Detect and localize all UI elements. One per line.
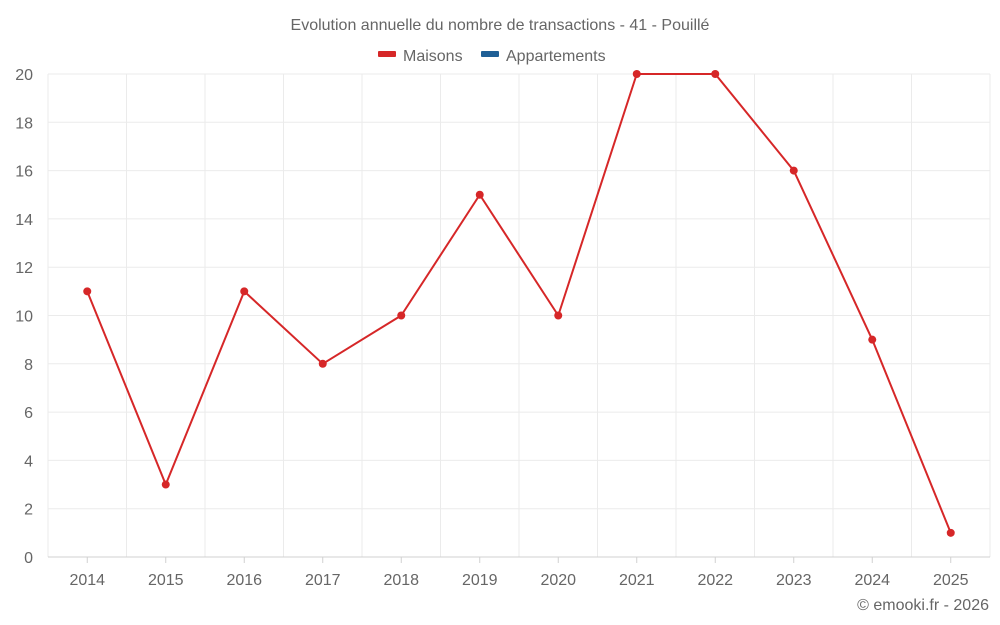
data-point-2022[interactable] [711,70,720,78]
legend: Maisons Appartements [378,48,606,65]
x-tick-label: 2019 [462,572,498,589]
y-tick-label: 14 [15,212,33,229]
legend-label-maisons: Maisons [403,48,463,65]
y-tick-label: 12 [15,260,33,277]
grid [47,73,991,557]
y-tick-label: 10 [15,309,33,326]
x-tick-label: 2022 [697,572,733,589]
data-point-2025[interactable] [946,528,955,537]
data-point-2021[interactable] [632,70,641,78]
data-point-2023[interactable] [789,166,798,175]
data-point-2020[interactable] [554,311,563,320]
x-axis: 2014 2015 2016 2017 2018 2019 2020 2021 2022 2023… [48,556,990,589]
series-line-maisons [86,73,952,534]
series-layer [83,70,955,537]
data-point-2017[interactable] [318,359,327,368]
x-tick-label: 2025 [933,572,969,589]
legend-item-appartements[interactable]: Appartements [481,48,606,65]
y-tick-label: 0 [24,550,33,567]
y-tick-label: 16 [15,164,33,181]
data-point-2018[interactable] [397,311,406,320]
x-tick-label: 2020 [540,572,576,589]
x-tick-label: 2015 [148,572,184,589]
credit-text: © emooki.fr - 2026 [857,597,989,614]
x-tick-label: 2023 [776,572,812,589]
chart-title: Evolution annuelle du nombre de transact… [291,17,710,34]
x-tick-label: 2016 [226,572,262,589]
data-point-2014[interactable] [83,287,92,296]
y-tick-label: 4 [24,453,33,470]
y-tick-label: 18 [15,115,33,132]
y-tick-label: 6 [24,405,33,422]
data-point-2019[interactable] [475,190,484,199]
legend-swatch-maisons [378,51,396,57]
y-tick-label: 20 [15,67,33,84]
x-tick-label: 2024 [854,572,890,589]
x-tick-label: 2014 [69,572,105,589]
x-tick-label: 2018 [383,572,419,589]
x-tick-label: 2021 [619,572,655,589]
data-point-2016[interactable] [240,287,249,296]
data-point-2015[interactable] [161,480,170,489]
legend-swatch-appartements [481,51,499,57]
data-point-2024[interactable] [868,335,877,344]
x-tick-label: 2017 [305,572,341,589]
legend-label-appartements: Appartements [506,48,606,65]
y-tick-label: 2 [24,502,33,519]
legend-item-maisons[interactable]: Maisons [378,48,463,65]
y-axis: 0 2 4 6 8 10 12 14 16 18 20 [15,67,33,567]
y-tick-label: 8 [24,357,33,374]
